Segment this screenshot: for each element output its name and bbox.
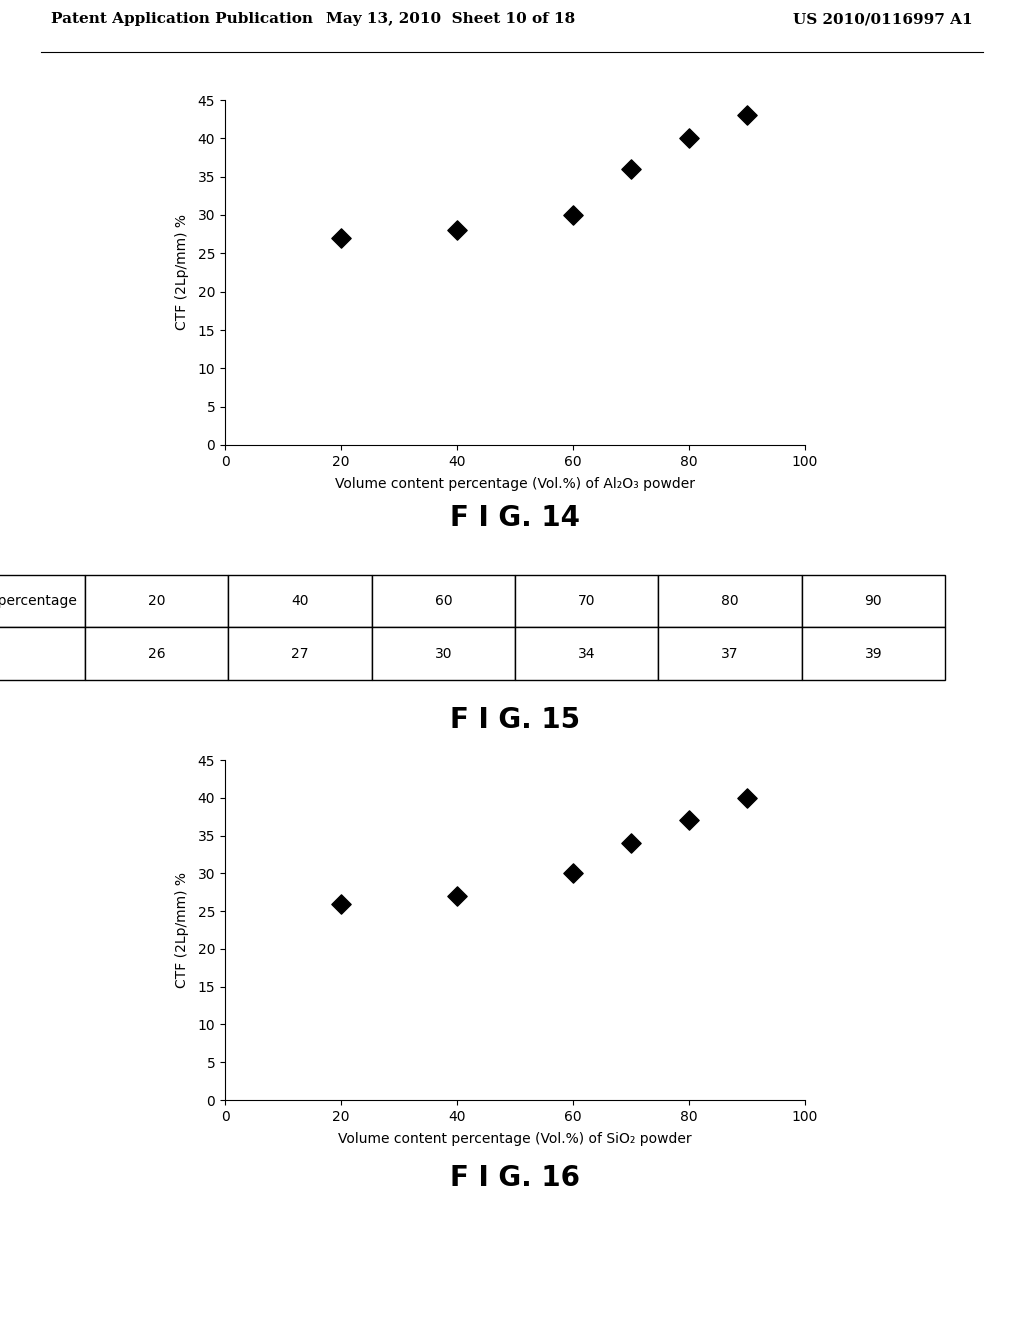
Point — [449, 886, 465, 907]
X-axis label: Volume content percentage (Vol.%) of Al₂O₃ powder: Volume content percentage (Vol.%) of Al₂… — [335, 477, 695, 491]
Y-axis label: CTF (2Lp/mm) %: CTF (2Lp/mm) % — [175, 873, 189, 987]
Text: May 13, 2010  Sheet 10 of 18: May 13, 2010 Sheet 10 of 18 — [326, 12, 575, 26]
Point — [333, 227, 349, 248]
Y-axis label: CTF (2Lp/mm) %: CTF (2Lp/mm) % — [175, 214, 189, 330]
Point — [565, 205, 582, 226]
Text: F I G. 15: F I G. 15 — [450, 705, 580, 734]
Point — [681, 810, 697, 832]
Point — [623, 833, 639, 854]
Point — [738, 104, 755, 125]
Text: Patent Application Publication: Patent Application Publication — [51, 12, 313, 26]
Point — [333, 894, 349, 915]
Point — [449, 219, 465, 240]
Point — [623, 158, 639, 180]
X-axis label: Volume content percentage (Vol.%) of SiO₂ powder: Volume content percentage (Vol.%) of SiO… — [338, 1133, 692, 1146]
Point — [681, 128, 697, 149]
Point — [565, 863, 582, 884]
Text: US 2010/0116997 A1: US 2010/0116997 A1 — [794, 12, 973, 26]
Text: F I G. 16: F I G. 16 — [450, 1163, 580, 1192]
Text: F I G. 14: F I G. 14 — [450, 503, 580, 532]
Point — [738, 787, 755, 808]
